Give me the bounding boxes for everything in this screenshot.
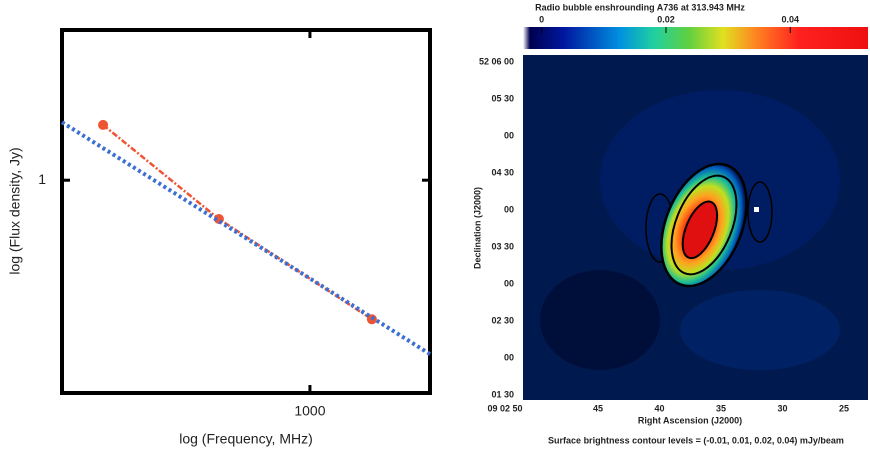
dec-tick-label: 00 <box>504 130 514 140</box>
image-texture <box>680 290 840 370</box>
series-line <box>60 120 432 356</box>
colorbar-tick-label: 0 <box>539 14 544 24</box>
image-title: Radio bubble enshrounding A736 at 313.94… <box>535 2 745 12</box>
dec-tick-label: 00 <box>504 278 514 288</box>
caption: Surface brightness contour levels = (-0.… <box>548 435 844 445</box>
ra-tick-label: 40 <box>654 403 664 413</box>
dec-tick-label: 05 30 <box>491 93 514 103</box>
y-axis-label: log (Flux density, Jy) <box>7 147 23 274</box>
contour <box>681 200 719 260</box>
marker <box>754 207 759 212</box>
dec-tick-label: 02 30 <box>491 315 514 325</box>
dec-tick-label: 03 30 <box>491 241 514 251</box>
x-tick-label: 1000 <box>294 403 325 419</box>
plot-frame <box>60 28 432 395</box>
dec-tick-label: 01 30 <box>491 389 514 399</box>
ra-tick-label: 30 <box>777 403 787 413</box>
colorbar <box>523 27 868 49</box>
dec-tick-label: 00 <box>504 204 514 214</box>
dec-tick-label: 52 06 00 <box>479 56 514 66</box>
dec-axis-label: Declination (J2000) <box>472 187 482 269</box>
ra-tick-label: 45 <box>593 403 603 413</box>
colorbar-tick-label: 0.04 <box>782 14 800 24</box>
ra-tick-label: 25 <box>839 403 849 413</box>
contour <box>747 181 773 243</box>
x-axis-label: log (Frequency, MHz) <box>179 431 313 447</box>
ra-tick-label: 35 <box>716 403 726 413</box>
data-point <box>98 119 109 130</box>
contour <box>670 174 738 276</box>
ra-tick-label: 09 02 50 <box>487 403 522 413</box>
y-tick-label: 1 <box>38 171 46 187</box>
colorbar-tick-label: 0.02 <box>657 14 675 24</box>
radio-bubble <box>660 162 748 288</box>
image-texture <box>540 270 660 370</box>
series-line <box>102 123 373 321</box>
dec-tick-label: 00 <box>504 352 514 362</box>
ra-axis-label: Right Ascension (J2000) <box>638 415 742 425</box>
dec-tick-label: 04 30 <box>491 167 514 177</box>
